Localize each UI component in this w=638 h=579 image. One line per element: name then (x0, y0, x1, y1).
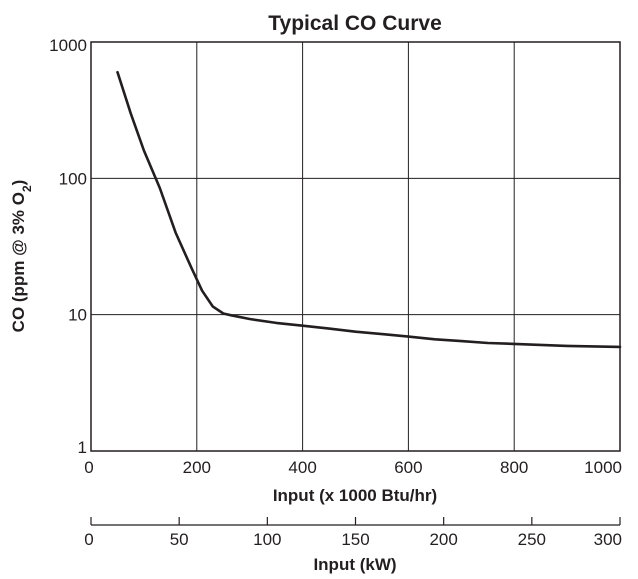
x-tick-label: 200 (183, 458, 211, 477)
y-axis-title-subscript: 2 (20, 185, 34, 192)
secondary-tick-label: 0 (84, 530, 93, 549)
y-axis-title-close: ) (9, 180, 28, 186)
series-layer (116, 70, 622, 349)
secondary-x-tick-marks (90, 517, 621, 525)
secondary-tick-label: 100 (253, 530, 281, 549)
x-tick-label: 1000 (584, 458, 622, 477)
y-axis-title: CO (ppm @ 3% O2) (9, 180, 34, 333)
x-tick-label: 400 (288, 458, 316, 477)
x-tick-label: 600 (394, 458, 422, 477)
x-axis-title: Input (x 1000 Btu/hr) (273, 486, 437, 505)
secondary-x-axis-title: Input (kW) (313, 555, 396, 574)
y-tick-label: 1000 (49, 36, 87, 55)
secondary-tick-label: 50 (170, 530, 189, 549)
x-tick-label: 800 (500, 458, 528, 477)
x-tick-labels: 0 200 400 600 800 1000 (84, 458, 622, 477)
plot-frame (90, 41, 621, 452)
x-tick-label: 0 (84, 458, 93, 477)
y-tick-labels: 1 10 100 1000 (49, 36, 87, 457)
grid-lines (90, 41, 621, 452)
secondary-tick-label: 300 (594, 530, 622, 549)
chart-title: Typical CO Curve (268, 12, 442, 35)
y-tick-label: 1 (78, 438, 87, 457)
secondary-tick-label: 150 (341, 530, 369, 549)
secondary-tick-label: 250 (518, 530, 546, 549)
y-axis-title-main: CO (ppm @ 3% O (9, 192, 28, 332)
secondary-x-tick-labels: 0 50 100 150 200 250 300 (84, 530, 622, 549)
y-tick-label: 10 (68, 306, 87, 325)
co-curve-line (116, 70, 622, 349)
secondary-tick-label: 200 (429, 530, 457, 549)
y-tick-label: 100 (59, 169, 87, 188)
